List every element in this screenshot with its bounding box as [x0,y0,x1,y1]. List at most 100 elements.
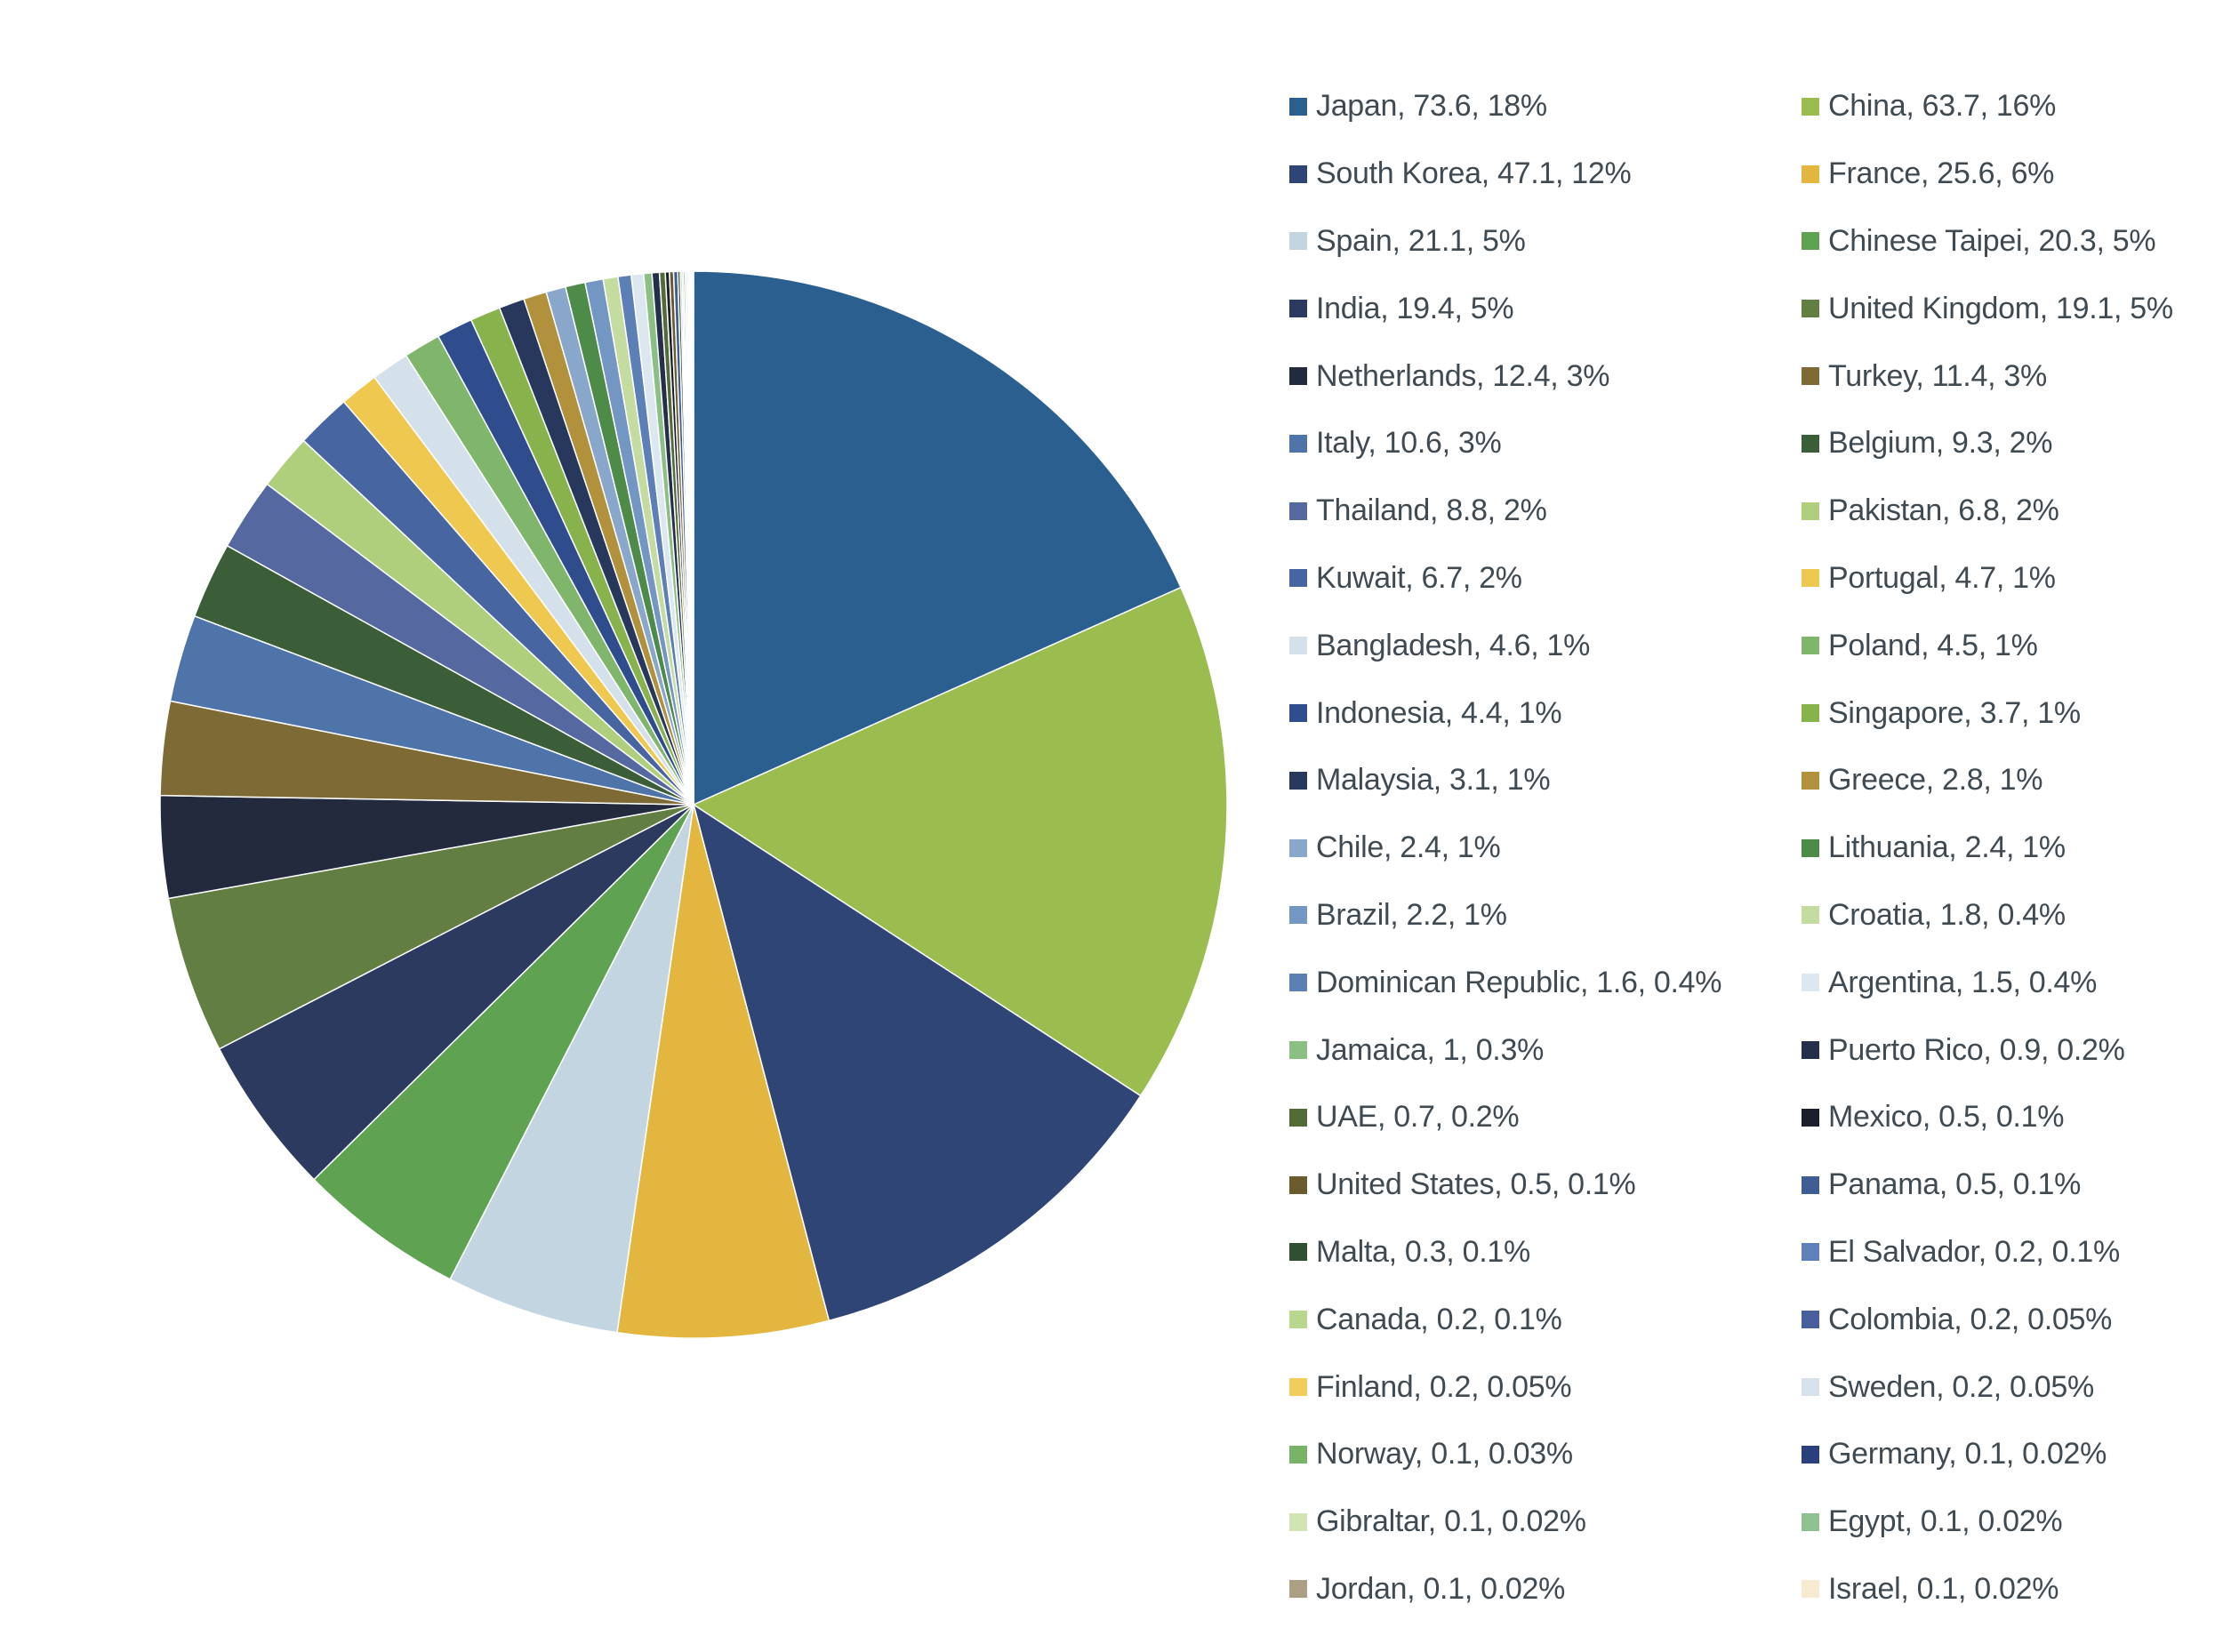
legend-swatch [1802,300,1819,318]
legend-label: India, 19.4, 5% [1316,291,1514,325]
legend-swatch [1802,164,1819,183]
legend-label: Turkey, 11.4, 3% [1828,358,2047,393]
legend-label: Greece, 2.8, 1% [1828,763,2043,798]
legend-label: United Kingdom, 19.1, 5% [1828,291,2173,325]
legend-label: Croatia, 1.8, 0.4% [1828,897,2066,932]
pie-slice-china [692,586,1228,1097]
legend-label: Indonesia, 4.4, 1% [1316,695,1562,730]
pie-slice-japan [693,270,1183,806]
legend-swatch [1802,1108,1819,1127]
legend-label: Lithuania, 2.4, 1% [1828,830,2066,865]
legend-item-egypt: Egypt, 0.1, 0.02% [1802,1488,2223,1556]
legend-label: Singapore, 3.7, 1% [1828,695,2081,730]
legend-label: Jamaica, 1, 0.3% [1316,1032,1544,1067]
legend-item-india: India, 19.4, 5% [1289,275,1802,342]
legend-label: Pakistan, 6.8, 2% [1828,493,2059,528]
legend-label: Panama, 0.5, 0.1% [1828,1167,2082,1202]
legend-swatch [1289,1311,1307,1329]
legend-swatch [1802,637,1819,655]
legend-swatch [1802,501,1819,520]
legend-item-bangladesh: Bangladesh, 4.6, 1% [1289,612,1802,679]
legend-label: Argentina, 1.5, 0.4% [1828,965,2098,999]
legend-swatch [1802,1580,1819,1599]
legend-swatch [1289,164,1307,183]
legend-swatch [1802,1041,1819,1060]
legend-item-jamaica: Jamaica, 1, 0.3% [1289,1016,1802,1084]
legend-swatch [1289,1243,1307,1262]
legend-label: Japan, 73.6, 18% [1316,89,1547,124]
legend-swatch [1289,838,1307,857]
legend-item-colombia: Colombia, 0.2, 0.05% [1802,1286,2223,1353]
legend-swatch [1289,501,1307,520]
legend-label: Spain, 21.1, 5% [1316,223,1526,258]
legend-item-uae: UAE, 0.7, 0.2% [1289,1084,1802,1151]
legend-label: Italy, 10.6, 3% [1316,426,1502,461]
legend-swatch [1289,232,1307,251]
legend-swatch [1289,1580,1307,1599]
legend-swatch [1289,97,1307,116]
legend-label: Canada, 0.2, 0.1% [1316,1302,1562,1336]
legend-label: Netherlands, 12.4, 3% [1316,358,1610,393]
legend-swatch [1802,1311,1819,1329]
legend-label: South Korea, 47.1, 12% [1316,156,1632,191]
legend-item-japan: Japan, 73.6, 18% [1289,73,1802,140]
legend-label: Mexico, 0.5, 0.1% [1828,1100,2065,1135]
legend-item-thailand: Thailand, 8.8, 2% [1289,477,1802,545]
legend-item-poland: Poland, 4.5, 1% [1802,612,2223,679]
pie-slice-israel [692,270,694,806]
legend-swatch [1802,434,1819,453]
legend-swatch [1289,1512,1307,1531]
legend-item-portugal: Portugal, 4.7, 1% [1802,545,2223,613]
legend-item-jordan: Jordan, 0.1, 0.02% [1289,1556,1802,1624]
legend-swatch [1289,434,1307,453]
legend-item-chinese-taipei: Chinese Taipei, 20.3, 5% [1802,208,2223,276]
legend-item-spain: Spain, 21.1, 5% [1289,208,1802,276]
legend-label: Egypt, 0.1, 0.02% [1828,1504,2063,1539]
legend-label: Puerto Rico, 0.9, 0.2% [1828,1032,2125,1067]
legend-item-malaysia: Malaysia, 3.1, 1% [1289,747,1802,814]
legend-label: Chile, 2.4, 1% [1316,830,1501,865]
legend-label: Chinese Taipei, 20.3, 5% [1828,223,2156,258]
legend-item-finland: Finland, 0.2, 0.05% [1289,1353,1802,1421]
legend-item-kuwait: Kuwait, 6.7, 2% [1289,545,1802,613]
legend-item-malta: Malta, 0.3, 0.1% [1289,1219,1802,1287]
legend-swatch [1802,704,1819,723]
legend-swatch [1289,1175,1307,1194]
legend-label: Bangladesh, 4.6, 1% [1316,628,1591,662]
pie-slice-south-korea [692,803,1142,1322]
legend-swatch [1289,1041,1307,1060]
legend-swatch [1289,1108,1307,1127]
legend-item-united-states: United States, 0.5, 0.1% [1289,1151,1802,1219]
legend-label: China, 63.7, 16% [1828,89,2057,124]
legend-label: Colombia, 0.2, 0.05% [1828,1302,2113,1336]
legend-item-netherlands: Netherlands, 12.4, 3% [1289,342,1802,410]
legend-swatch [1802,906,1819,925]
legend-item-lithuania: Lithuania, 2.4, 1% [1802,814,2223,882]
legend-swatch [1802,974,1819,992]
legend-item-puerto-rico: Puerto Rico, 0.9, 0.2% [1802,1016,2223,1084]
legend-swatch [1802,771,1819,790]
legend-label: Kuwait, 6.7, 2% [1316,560,1522,595]
legend-item-china: China, 63.7, 16% [1802,73,2223,140]
pie-slice-france [616,804,831,1339]
legend-label: UAE, 0.7, 0.2% [1316,1100,1520,1135]
legend-item-brazil: Brazil, 2.2, 1% [1289,882,1802,950]
legend-item-pakistan: Pakistan, 6.8, 2% [1802,477,2223,545]
legend-swatch [1289,974,1307,992]
legend-swatch [1802,1512,1819,1531]
legend-swatch [1289,771,1307,790]
legend-item-el-salvador: El Salvador, 0.2, 0.1% [1802,1219,2223,1287]
legend-item-croatia: Croatia, 1.8, 0.4% [1802,882,2223,950]
legend-swatch [1802,1243,1819,1262]
legend-item-belgium: Belgium, 9.3, 2% [1802,410,2223,477]
pie-slice-united-kingdom [167,804,694,1050]
legend-item-greece: Greece, 2.8, 1% [1802,747,2223,814]
legend-label: France, 25.6, 6% [1828,156,2055,191]
legend-swatch [1802,569,1819,588]
legend-swatch [1802,97,1819,116]
legend-item-italy: Italy, 10.6, 3% [1289,410,1802,477]
legend-label: Malaysia, 3.1, 1% [1316,763,1551,798]
legend-swatch [1289,1378,1307,1397]
legend-label: El Salvador, 0.2, 0.1% [1828,1234,2120,1269]
